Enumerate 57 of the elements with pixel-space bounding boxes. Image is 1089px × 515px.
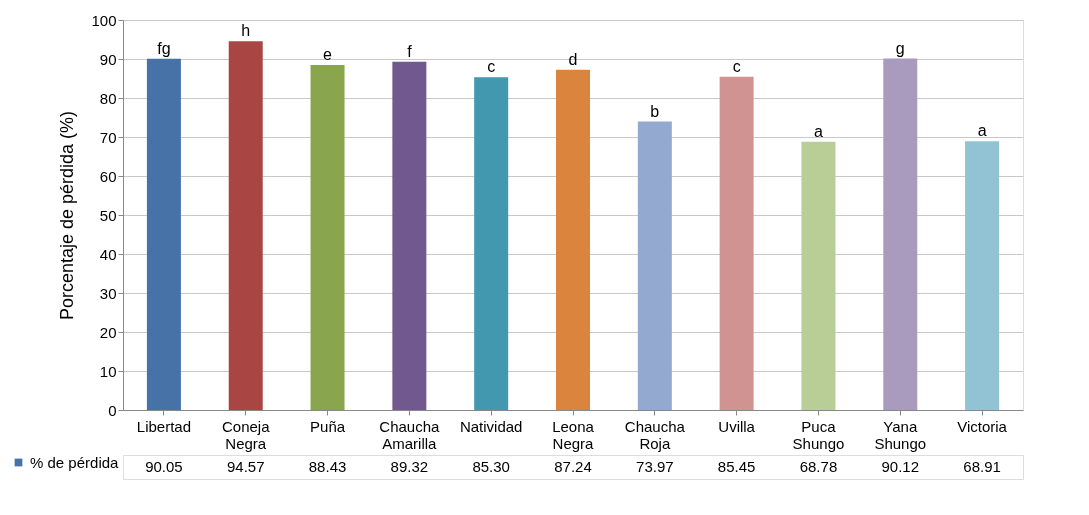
data-label: 73.97	[636, 458, 674, 475]
x-tick-label: Uvilla	[718, 417, 756, 435]
x-tick-label: Yana Shungo	[874, 417, 927, 452]
annotation: c	[732, 57, 741, 75]
data-label: 89.32	[390, 458, 429, 475]
x-tick-label: Coneja Negra	[221, 417, 271, 452]
x-tick-label: Libertad	[136, 417, 192, 435]
bar	[556, 69, 590, 410]
bar	[392, 61, 427, 410]
bar	[474, 77, 509, 410]
x-tick-label: Victoria	[957, 417, 1008, 435]
bar	[801, 141, 836, 410]
annotation: a	[814, 122, 823, 140]
y-axis-title: Porcentaje de pérdida (%)	[57, 110, 78, 321]
annotation: d	[568, 50, 578, 68]
x-tick-label: Leona Negra	[552, 417, 595, 452]
y-tick-label: 30	[99, 284, 117, 302]
data-label: 85.45	[717, 458, 756, 475]
data-label: 68.78	[799, 458, 838, 475]
annotation: g	[895, 39, 905, 57]
bar	[719, 76, 754, 410]
y-tick-label: 10	[99, 362, 117, 380]
data-label: 90.05	[145, 458, 183, 475]
y-tick-label: 60	[99, 167, 117, 185]
y-tick-label: 0	[108, 401, 117, 419]
data-label: 88.43	[308, 458, 347, 475]
data-label: 68.91	[963, 458, 1001, 475]
data-label: 85.30	[472, 458, 510, 475]
annotation: f	[407, 42, 413, 60]
x-tick-label: Chaucha Roja	[624, 417, 686, 452]
bar	[965, 141, 1000, 410]
bar	[310, 65, 345, 410]
data-label: 90.12	[881, 458, 920, 475]
y-tick-label: 70	[99, 128, 117, 146]
annotation: h	[241, 22, 251, 40]
annotation: c	[487, 58, 496, 76]
x-tick-label: Chaucha Amarilla	[379, 417, 441, 452]
x-tick-label: Puca Shungo	[792, 417, 845, 452]
x-tick-label: Puña	[310, 417, 346, 435]
bar	[228, 41, 263, 410]
annotation: fg	[157, 39, 171, 57]
bar	[883, 58, 918, 410]
y-tick-label: 40	[99, 245, 117, 263]
y-tick-label: 100	[91, 11, 117, 29]
x-tick-label: Natividad	[459, 417, 523, 435]
annotation: e	[323, 46, 333, 64]
y-tick-label: 90	[99, 50, 117, 68]
y-tick-label: 20	[99, 323, 117, 341]
data-label: 87.24	[554, 458, 592, 475]
bar	[637, 121, 672, 410]
y-tick-label: 80	[99, 89, 117, 107]
bar	[146, 58, 181, 410]
legend-label: % de pérdida	[30, 453, 120, 471]
annotation: b	[650, 102, 660, 120]
annotation: a	[977, 122, 987, 140]
y-tick-label: 50	[99, 206, 117, 224]
data-label: 94.57	[226, 458, 265, 475]
